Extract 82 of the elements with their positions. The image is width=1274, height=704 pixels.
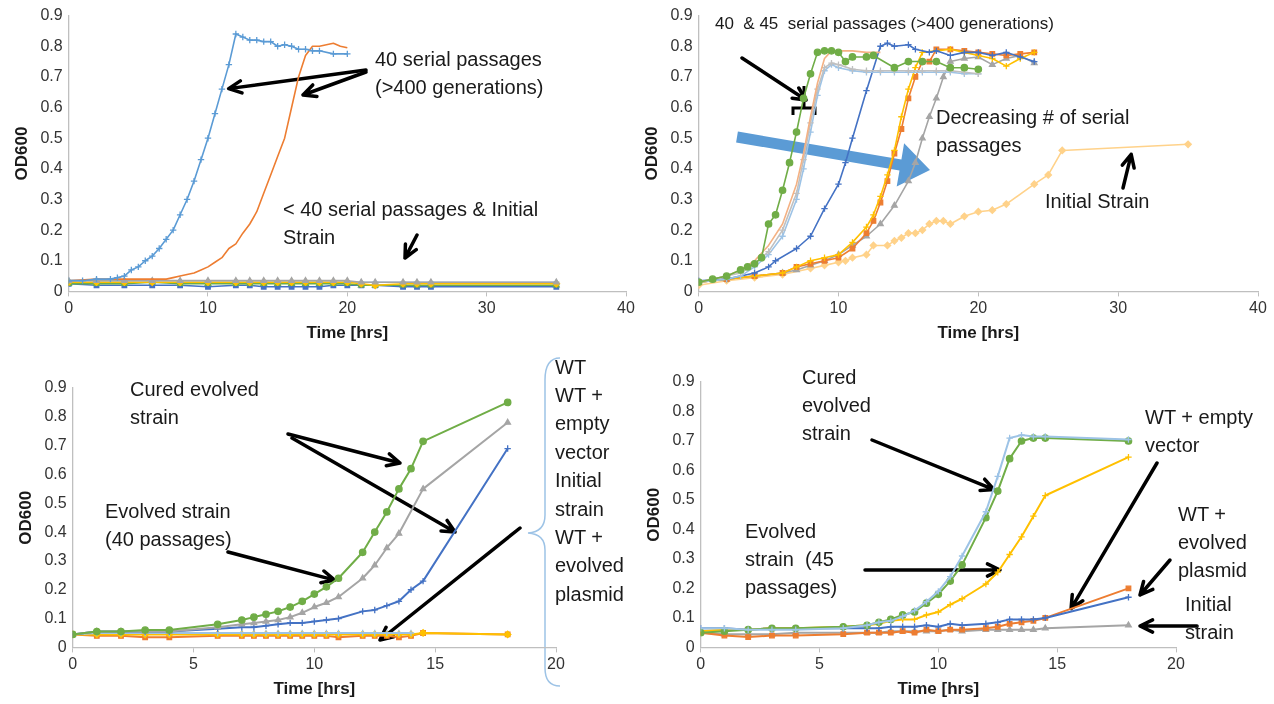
- y-tick-label: 0.1: [670, 251, 693, 269]
- y-axis-title: OD600: [641, 126, 661, 181]
- x-tick-label: 5: [189, 655, 199, 673]
- annotation: < 40 serial passages & Initial Strain: [283, 197, 539, 248]
- y-tick-label: 0.9: [672, 372, 695, 390]
- annotation: Evolved strain (45 passages): [745, 519, 838, 599]
- y-tick-label: 0.3: [44, 551, 67, 569]
- y-tick-label: 0.2: [40, 220, 63, 238]
- y-tick-label: 0.4: [40, 159, 63, 177]
- y-tick-label: 0.7: [672, 431, 695, 449]
- x-tick-label: 10: [199, 299, 217, 317]
- annotation: Initial strain: [555, 469, 604, 520]
- x-axis-title: Time [hrs]: [937, 323, 1020, 343]
- x-tick-label: 15: [1048, 655, 1067, 673]
- y-tick-label: 0: [683, 281, 693, 299]
- y-tick-label: 0.1: [44, 608, 67, 626]
- y-tick-label: 0.8: [44, 407, 67, 425]
- text: Initial strain: [1185, 592, 1234, 643]
- y-tick-label: 0.9: [40, 6, 63, 24]
- annotation: Initial Strain: [1045, 189, 1150, 212]
- y-axis-title: OD600: [643, 487, 663, 542]
- annotation: Decreasing # of serial passages: [936, 105, 1130, 156]
- y-tick-label: 0.2: [670, 220, 693, 238]
- annotation: WT + evolved plasmid: [555, 525, 624, 605]
- x-tick-label: 0: [68, 655, 78, 673]
- x-tick-label: 15: [426, 655, 445, 673]
- y-tick-label: 0.5: [672, 490, 695, 508]
- y-tick-label: 0.2: [672, 578, 695, 596]
- y-tick-label: 0: [57, 637, 67, 655]
- y-tick-label: 0.6: [44, 464, 67, 482]
- y-tick-label: 0.8: [670, 36, 693, 54]
- y-tick-label: 0.3: [672, 549, 695, 567]
- y-tick-label: 0.2: [44, 580, 67, 598]
- y-tick-label: 0.9: [670, 6, 693, 24]
- y-tick-label: 0.4: [44, 522, 67, 540]
- x-tick-label: 20: [1167, 655, 1185, 673]
- x-tick-label: 40: [1249, 299, 1267, 317]
- x-tick-label: 0: [696, 655, 706, 673]
- annotation: 40 & 45 serial passages (>400 generations): [715, 14, 1054, 34]
- annotation: WT + empty vector: [1145, 405, 1253, 456]
- annotation: Cured evolved strain: [130, 377, 259, 428]
- x-axis-title: Time [hrs]: [306, 323, 389, 343]
- text: WT + evolved plasmid: [1178, 502, 1247, 582]
- y-tick-label: 0: [53, 281, 63, 299]
- y-tick-label: 0.4: [670, 159, 693, 177]
- y-tick-label: 0.1: [672, 608, 695, 626]
- x-tick-label: 30: [477, 299, 496, 317]
- y-tick-label: 0.6: [670, 97, 693, 115]
- y-tick-label: 0.8: [40, 36, 63, 54]
- y-tick-label: 0.4: [672, 519, 695, 537]
- y-tick-label: 0.3: [40, 189, 63, 207]
- annotation: 40 serial passages (>400 generations): [375, 47, 544, 98]
- x-tick-label: 20: [969, 299, 988, 317]
- y-tick-label: 0.1: [40, 251, 63, 269]
- y-axis-title: OD600: [11, 126, 31, 181]
- y-tick-label: 0.6: [40, 97, 63, 115]
- x-axis-title: Time [hrs]: [273, 679, 356, 699]
- x-tick-label: 5: [815, 655, 825, 673]
- annotation: WT + empty vector: [555, 383, 610, 463]
- y-tick-label: 0.9: [44, 378, 67, 396]
- y-tick-label: 0.5: [40, 128, 63, 146]
- y-tick-label: 0.7: [44, 436, 67, 454]
- y-tick-label: 0: [685, 637, 695, 655]
- text: WT: [555, 355, 587, 378]
- y-tick-label: 0.7: [670, 67, 693, 85]
- annotation: Cured evolved strain: [802, 365, 871, 445]
- y-tick-label: 0.7: [40, 67, 63, 85]
- y-tick-label: 0.5: [670, 128, 693, 146]
- x-tick-label: 30: [1109, 299, 1128, 317]
- y-tick-label: 0.8: [672, 401, 695, 419]
- x-tick-label: 20: [547, 655, 565, 673]
- x-tick-label: 20: [338, 299, 357, 317]
- y-tick-label: 0.3: [670, 189, 693, 207]
- x-tick-label: 10: [929, 655, 948, 673]
- y-axis-title: OD600: [15, 490, 35, 545]
- y-tick-label: 0.5: [44, 493, 67, 511]
- y-tick-label: 0.6: [672, 460, 695, 478]
- annotation: Evolved strain (40 passages): [105, 499, 232, 550]
- x-tick-label: 40: [617, 299, 635, 317]
- x-axis-title: Time [hrs]: [897, 679, 980, 699]
- x-tick-label: 10: [305, 655, 324, 673]
- x-tick-label: 10: [829, 299, 848, 317]
